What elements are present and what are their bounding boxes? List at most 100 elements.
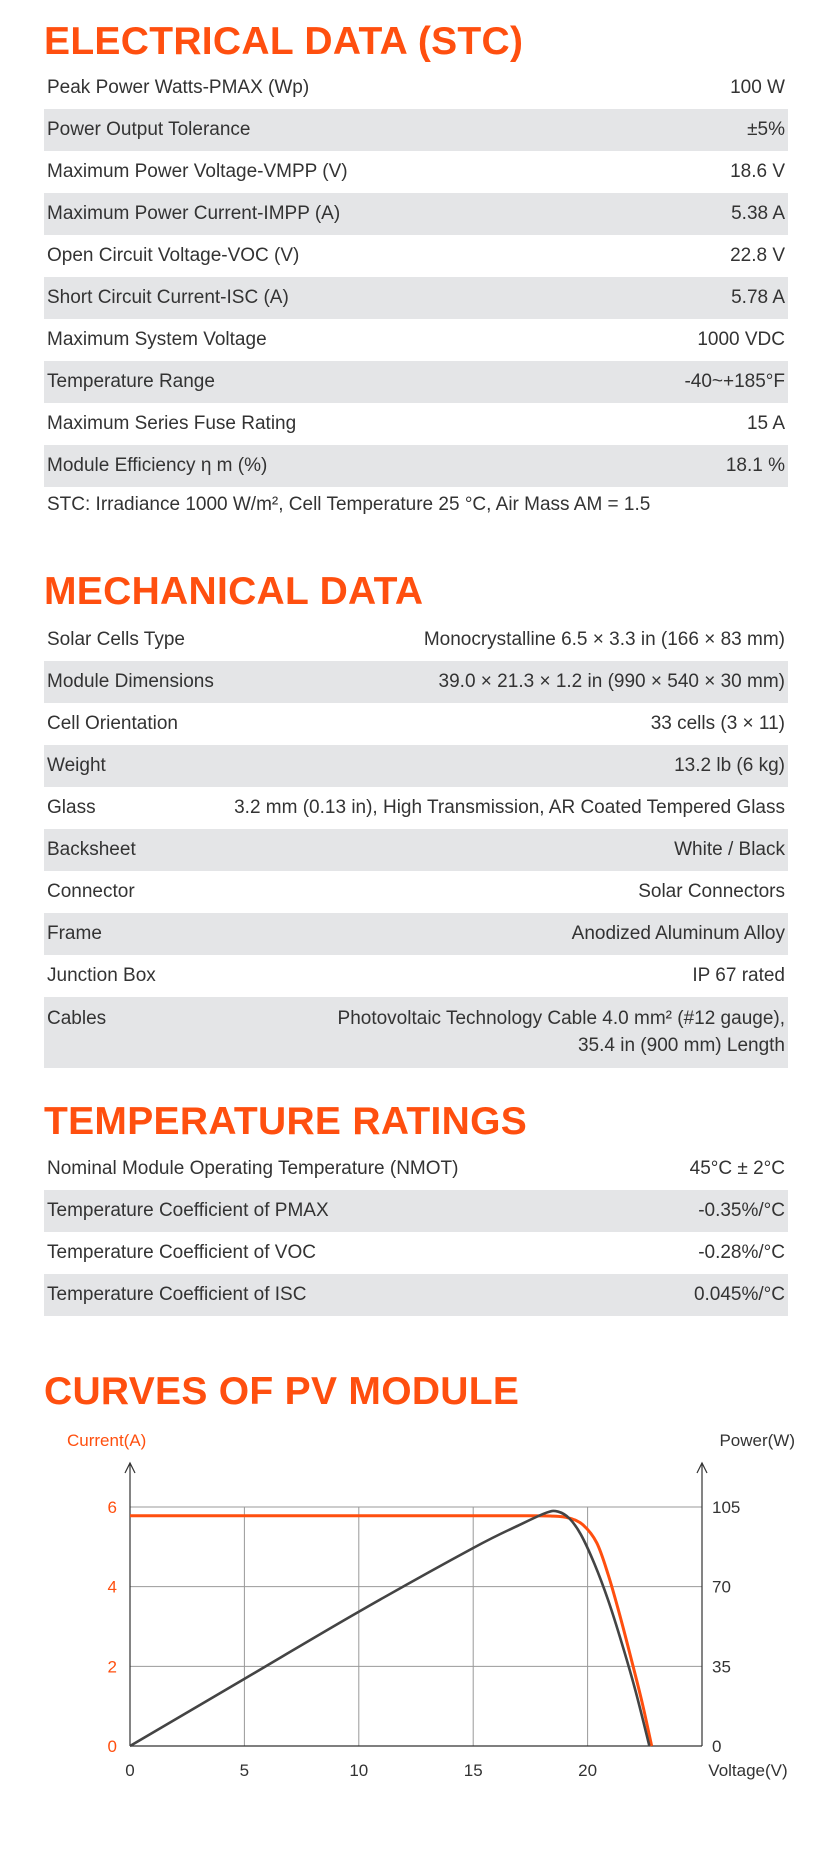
row-label: Temperature Coefficient of PMAX	[47, 1200, 329, 1221]
temperature-title: TEMPERATURE RATINGS	[44, 1100, 528, 1143]
table-row: Peak Power Watts-PMAX (Wp) 100 W	[44, 67, 788, 109]
row-label: Module Dimensions	[47, 671, 214, 692]
row-label: Backsheet	[47, 839, 136, 860]
row-label: Maximum System Voltage	[47, 329, 267, 350]
table-row: Module Dimensions 39.0 × 21.3 × 1.2 in (9…	[44, 661, 788, 703]
row-value: 45°C ± 2°C	[689, 1158, 785, 1179]
table-row: Temperature Coefficient of PMAX -0.35%/°C	[44, 1190, 788, 1232]
y-left-tick-label: 2	[108, 1657, 117, 1676]
row-value: -0.35%/°C	[698, 1200, 785, 1221]
row-label: Maximum Series Fuse Rating	[47, 413, 297, 434]
table-row: Temperature Coefficient of ISC 0.045%/°C	[44, 1274, 788, 1316]
y-left-tick-label: 4	[108, 1578, 117, 1597]
table-row: Short Circuit Current-ISC (A) 5.78 A	[44, 277, 788, 319]
electrical-table: Peak Power Watts-PMAX (Wp) 100 W Power Out…	[44, 67, 788, 487]
table-row: Power Output Tolerance ±5%	[44, 109, 788, 151]
table-row: Temperature Range -40~+185°F	[44, 361, 788, 403]
row-value: 5.38 A	[731, 203, 785, 224]
curves-title: CURVES OF PV MODULE	[44, 1370, 520, 1413]
power-curve	[129, 1509, 651, 1748]
row-value: 33 cells (3 × 11)	[650, 713, 785, 734]
y-left-arrow-icon	[124, 1461, 136, 1474]
row-value: 39.0 × 21.3 × 1.2 in (990 × 540 × 30 mm)	[438, 671, 785, 692]
iv-pv-chart: Current(A) Power(W) Voltage(V) 0 5 10 15 200…	[67, 1431, 795, 1780]
row-label: Solar Cells Type	[47, 629, 185, 650]
table-row: Connector Solar Connectors	[44, 871, 788, 913]
y-right-tick-label: 35	[712, 1657, 731, 1676]
row-value: Solar Connectors	[638, 881, 785, 902]
row-label: Cell Orientation	[47, 713, 178, 734]
row-value: 3.2 mm (0.13 in), High Transmission, AR …	[234, 797, 785, 818]
row-label: Temperature Range	[47, 371, 215, 392]
table-row: Glass 3.2 mm (0.13 in), High Transmission…	[44, 787, 788, 829]
x-tick-label: 0	[125, 1761, 134, 1780]
temperature-table: Nominal Module Operating Temperature (NM…	[44, 1148, 788, 1316]
row-value: IP 67 rated	[692, 965, 785, 986]
row-label: Short Circuit Current-ISC (A)	[47, 287, 289, 308]
y-right-tick-label: 0	[712, 1737, 721, 1756]
row-label: Peak Power Watts-PMAX (Wp)	[47, 77, 310, 98]
table-row: Maximum Power Voltage-VMPP (V) 18.6 V	[44, 151, 788, 193]
row-label: Temperature Coefficient of VOC	[47, 1242, 316, 1263]
table-row: Junction Box IP 67 rated	[44, 955, 788, 997]
row-value-line: 35.4 in (900 mm) Length	[577, 1035, 785, 1056]
row-label: Junction Box	[47, 965, 156, 986]
x-axis-label: Voltage(V)	[708, 1761, 787, 1780]
x-tick-label: 20	[578, 1761, 597, 1780]
row-value: 18.6 V	[730, 161, 785, 182]
row-value: Anodized Aluminum Alloy	[571, 923, 785, 944]
table-row: Solar Cells Type Monocrystalline 6.5 × 3.…	[44, 619, 788, 661]
row-label: Glass	[47, 797, 96, 818]
table-row: Maximum Series Fuse Rating 15 A	[44, 403, 788, 445]
y-left-tick-label: 6	[108, 1498, 117, 1517]
x-tick-label: 15	[464, 1761, 483, 1780]
table-row: Cables Photovoltaic Technology Cable 4.0 …	[44, 997, 788, 1068]
mechanical-title: MECHANICAL DATA	[44, 570, 424, 613]
row-label: Cables	[47, 1008, 107, 1029]
row-label: Weight	[47, 755, 106, 776]
row-value: 15 A	[746, 413, 785, 434]
mechanical-table: Solar Cells Type Monocrystalline 6.5 × 3.…	[44, 619, 788, 1068]
table-row: Module Efficiency η m (%) 18.1 %	[44, 445, 788, 487]
row-value: White / Black	[674, 839, 785, 860]
stc-note: STC: Irradiance 1000 W/m², Cell Temperat…	[47, 494, 651, 515]
table-row: Frame Anodized Aluminum Alloy	[44, 913, 788, 955]
table-row: Weight 13.2 lb (6 kg)	[44, 745, 788, 787]
row-value: 18.1 %	[725, 455, 785, 476]
row-value: Photovoltaic Technology Cable 4.0 mm² (#…	[338, 1005, 785, 1059]
row-label: Maximum Power Current-IMPP (A)	[47, 203, 341, 224]
table-row: Backsheet White / Black	[44, 829, 788, 871]
row-label: Temperature Coefficient of ISC	[47, 1284, 307, 1305]
table-row: Maximum System Voltage 1000 VDC	[44, 319, 788, 361]
row-label: Nominal Module Operating Temperature (NM…	[47, 1158, 459, 1179]
y-left-tick-label: 0	[108, 1737, 117, 1756]
row-value: 22.8 V	[730, 245, 785, 266]
table-row: Nominal Module Operating Temperature (NM…	[44, 1148, 788, 1190]
row-value: -40~+185°F	[684, 371, 785, 392]
row-value: ±5%	[747, 119, 785, 140]
x-tick-label: 5	[240, 1761, 249, 1780]
y-right-arrow-icon	[696, 1461, 708, 1474]
row-label: Module Efficiency η m (%)	[47, 455, 268, 476]
row-value: 1000 VDC	[697, 329, 785, 350]
electrical-title: ELECTRICAL DATA (STC)	[44, 20, 524, 63]
current-curve	[130, 1514, 654, 1747]
row-label: Frame	[47, 923, 102, 944]
row-label: Maximum Power Voltage-VMPP (V)	[47, 161, 348, 182]
y-left-axis-label: Current(A)	[67, 1431, 146, 1450]
table-row: Cell Orientation 33 cells (3 × 11)	[44, 703, 788, 745]
y-right-tick-label: 70	[712, 1578, 731, 1597]
row-value: -0.28%/°C	[698, 1242, 785, 1263]
y-right-tick-label: 105	[712, 1498, 740, 1517]
row-value: 100 W	[730, 77, 785, 98]
row-label: Open Circuit Voltage-VOC (V)	[47, 245, 300, 266]
row-value: 5.78 A	[731, 287, 785, 308]
y-right-axis-label: Power(W)	[719, 1431, 795, 1450]
table-row: Maximum Power Current-IMPP (A) 5.38 A	[44, 193, 788, 235]
table-row: Open Circuit Voltage-VOC (V) 22.8 V	[44, 235, 788, 277]
row-value: 13.2 lb (6 kg)	[674, 755, 785, 776]
x-tick-label: 10	[349, 1761, 368, 1780]
table-row: Temperature Coefficient of VOC -0.28%/°C	[44, 1232, 788, 1274]
row-label: Power Output Tolerance	[47, 119, 251, 140]
row-label: Connector	[47, 881, 135, 902]
